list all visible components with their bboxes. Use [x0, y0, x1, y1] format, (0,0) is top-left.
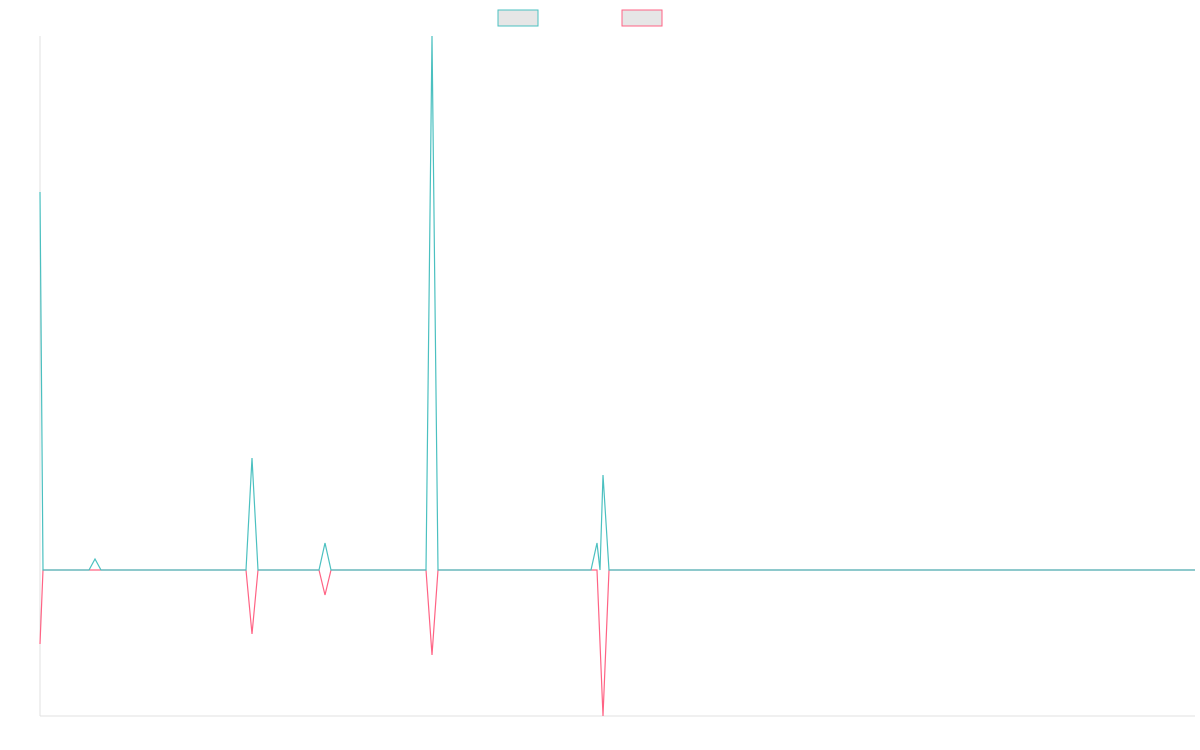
- legend-swatch[interactable]: [497, 9, 539, 27]
- legend-swatch[interactable]: [621, 9, 663, 27]
- series-line: [39, 569, 1195, 717]
- series-line: [39, 35, 1195, 571]
